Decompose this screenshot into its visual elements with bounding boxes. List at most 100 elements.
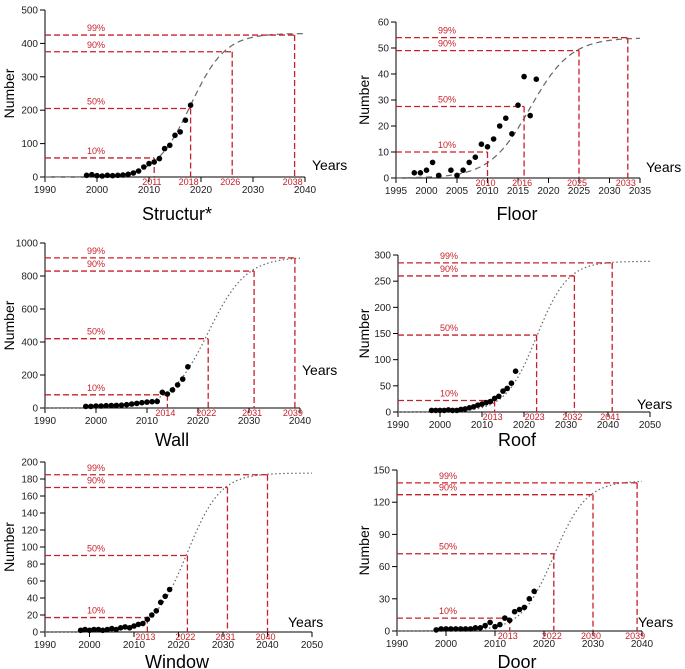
data-point	[521, 604, 528, 611]
x-tick-label: 2035	[629, 186, 652, 197]
level-label: 10%	[439, 606, 457, 616]
y-tick-label: 200	[374, 303, 391, 314]
data-point	[118, 402, 125, 409]
x-tick-label: 2030	[242, 185, 265, 196]
y-tick-label: 120	[373, 498, 390, 509]
year-label: 2026	[220, 177, 240, 187]
data-point	[162, 593, 168, 600]
y-axis-label: Number	[1, 300, 17, 350]
data-point	[144, 616, 151, 623]
fitted-curve	[396, 37, 641, 179]
x-tick-label: 2040	[631, 639, 654, 650]
y-tick-label: 0	[32, 173, 38, 184]
data-point	[135, 621, 142, 628]
data-point	[83, 172, 90, 179]
data-point	[484, 144, 491, 150]
y-axis-label: Number	[356, 75, 372, 125]
y-tick-label: 30	[378, 96, 390, 107]
y-tick-label: 100	[374, 355, 391, 366]
data-point	[475, 402, 481, 409]
level-label: 99%	[87, 463, 105, 473]
data-point	[115, 172, 121, 179]
data-point	[77, 627, 84, 634]
data-point	[433, 627, 440, 633]
data-point	[466, 405, 473, 411]
level-label: 99%	[438, 26, 456, 36]
data-point	[458, 406, 464, 413]
data-point	[123, 401, 130, 408]
data-point	[472, 625, 479, 631]
data-point	[177, 129, 183, 135]
x-tick-label: 2020	[167, 640, 190, 651]
data-point	[83, 403, 89, 410]
data-point	[135, 168, 142, 174]
data-point	[104, 626, 111, 633]
x-tick-label: 2000	[85, 416, 108, 427]
level-label: 50%	[87, 327, 105, 337]
x-axis-label: Years	[288, 614, 323, 630]
year-label: 2041	[600, 412, 620, 422]
level-label: 10%	[87, 383, 105, 393]
y-tick-label: 400	[21, 338, 38, 349]
data-point	[182, 117, 189, 123]
data-point	[441, 407, 448, 414]
data-point	[462, 406, 469, 412]
y-tick-label: 600	[21, 305, 38, 316]
x-tick-label: 2020	[537, 186, 560, 197]
data-point	[166, 586, 173, 593]
x-axis-label: Years	[312, 157, 347, 173]
chart-title: Structur*	[142, 204, 212, 224]
fitted-curve	[45, 257, 301, 409]
year-label: 2022	[196, 408, 216, 418]
y-axis-label: Number	[356, 525, 372, 575]
x-tick-label: 2030	[598, 186, 621, 197]
y-tick-label: 160	[21, 492, 38, 503]
year-label: 2031	[215, 632, 235, 642]
level-label: 99%	[439, 471, 457, 481]
data-point	[86, 627, 93, 634]
level-label: 90%	[87, 40, 105, 50]
data-point	[172, 132, 178, 139]
x-tick-label: 1990	[34, 640, 57, 651]
data-point	[100, 627, 106, 634]
data-point	[159, 389, 166, 396]
data-point	[93, 403, 99, 409]
data-point	[113, 402, 120, 409]
level-label: 10%	[87, 146, 105, 156]
data-point	[179, 376, 186, 382]
data-point	[435, 172, 442, 179]
data-point	[429, 159, 436, 166]
data-point	[479, 401, 485, 407]
year-label: 2013	[483, 412, 503, 422]
data-point	[144, 399, 150, 405]
data-point	[478, 141, 485, 147]
x-tick-label: 2020	[190, 185, 213, 196]
x-tick-label: 1990	[386, 639, 409, 650]
data-point	[526, 596, 533, 602]
data-point	[500, 388, 506, 394]
data-point	[453, 626, 459, 632]
y-tick-label: 40	[27, 594, 39, 605]
data-point	[174, 382, 181, 388]
chart-1: 0 100 200 300 400 500 1990 2000 2010 2020 2030 2040…	[1, 6, 347, 225]
data-point	[487, 619, 493, 626]
y-tick-label: 300	[374, 251, 391, 262]
data-point	[490, 136, 497, 142]
x-tick-label: 2050	[639, 420, 662, 431]
year-label: 2030	[581, 631, 601, 641]
y-tick-label: 0	[32, 404, 38, 415]
data-point	[460, 167, 466, 173]
data-point	[109, 172, 116, 179]
year-label: 2032	[562, 412, 582, 422]
year-label: 2040	[256, 632, 276, 642]
y-tick-label: 800	[21, 272, 38, 283]
y-axis-label: Number	[1, 68, 17, 118]
x-tick-label: 2030	[555, 420, 578, 431]
data-point	[157, 599, 164, 606]
x-tick-label: 2010	[136, 416, 159, 427]
data-point	[98, 403, 104, 409]
x-tick-label: 2000	[415, 186, 438, 197]
